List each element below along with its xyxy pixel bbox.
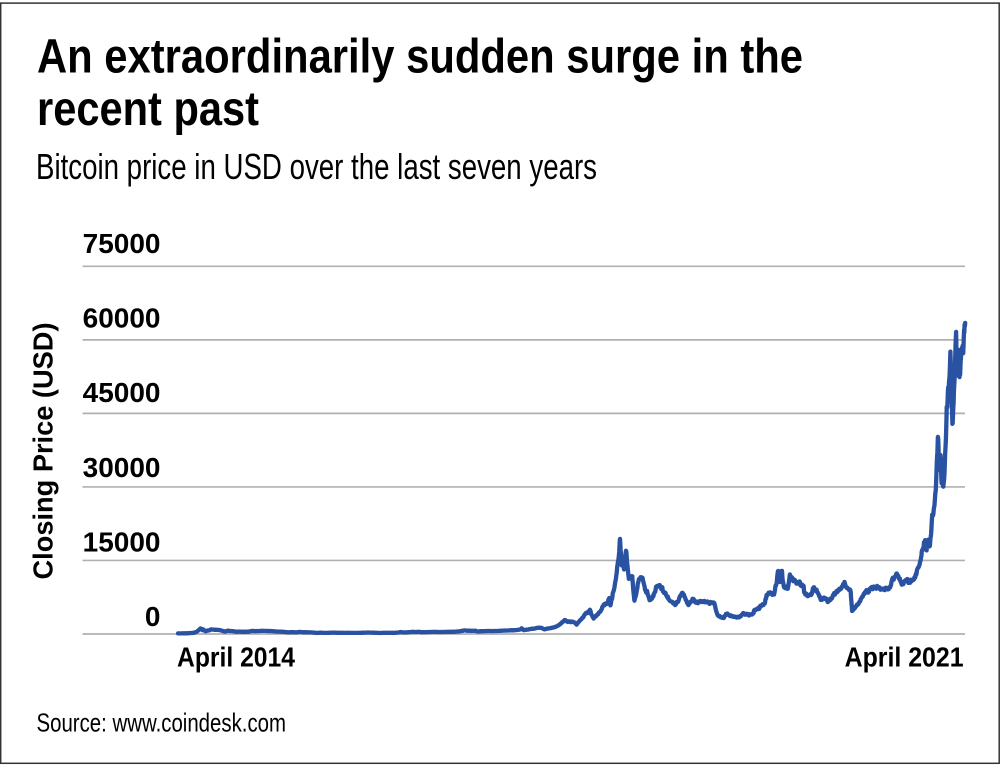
svg-text:0: 0 [145,601,161,632]
svg-text:recent past: recent past [37,83,259,136]
svg-text:April 2021: April 2021 [845,642,964,673]
svg-text:Bitcoin price in USD over the: Bitcoin price in USD over the last seven… [36,146,597,187]
svg-text:15000: 15000 [83,526,161,557]
svg-text:60000: 60000 [83,303,161,334]
svg-text:Source: www.coindesk.com: Source: www.coindesk.com [37,708,287,738]
svg-text:45000: 45000 [83,377,161,408]
svg-text:30000: 30000 [83,452,161,483]
svg-text:April 2014: April 2014 [177,642,295,673]
svg-text:An extraordinarily sudden surg: An extraordinarily sudden surge in the [37,31,803,84]
svg-text:Closing Price (USD): Closing Price (USD) [28,323,59,580]
svg-text:75000: 75000 [83,228,161,259]
